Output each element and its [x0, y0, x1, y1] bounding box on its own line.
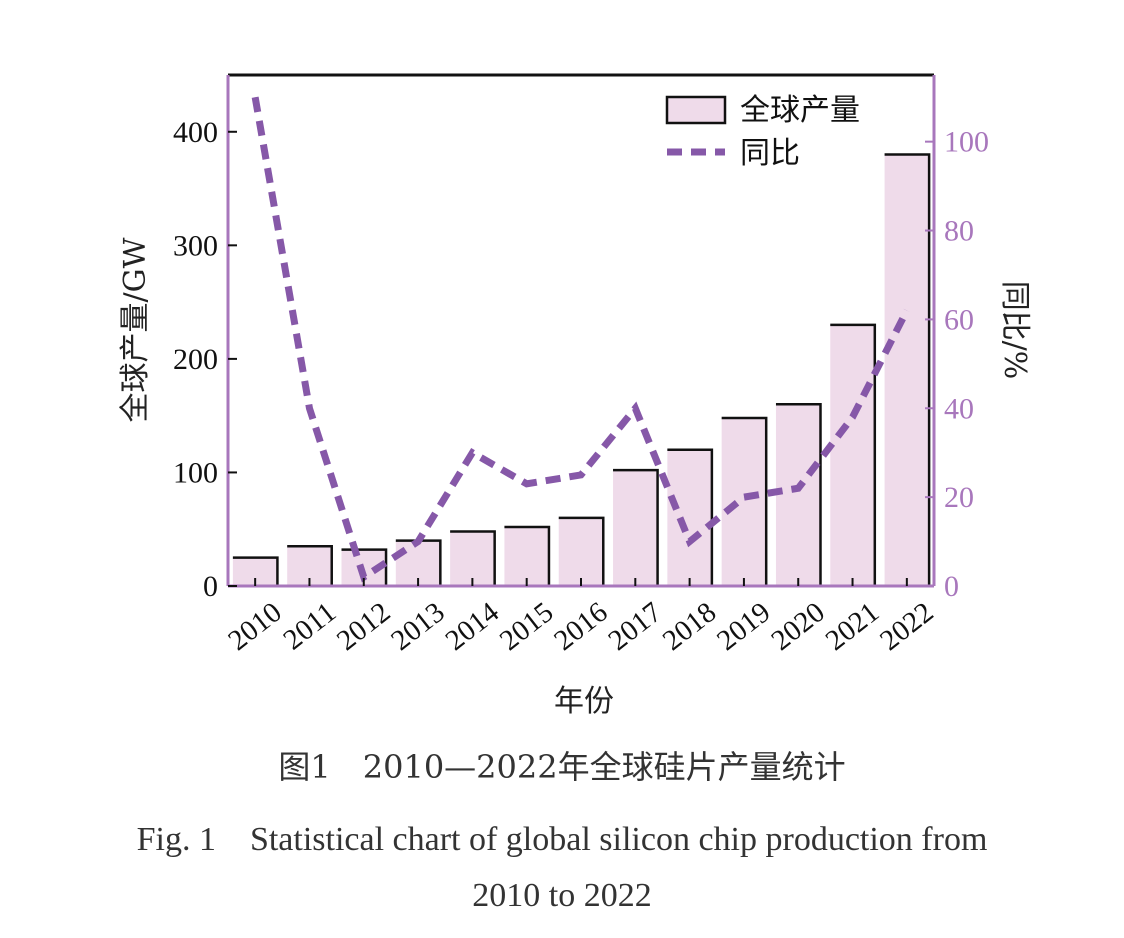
y-tick-label-100: 100 [173, 456, 218, 489]
y2-tick-label-40: 40 [944, 392, 974, 425]
x-tick-label-2021: 2021 [820, 596, 885, 657]
legend: 全球产量 同比 [665, 93, 860, 171]
y2-axis-title: 同比/% [997, 281, 1032, 380]
y2-tick-label-60: 60 [944, 303, 974, 336]
bar-2018 [667, 448, 714, 586]
bar-edge-2019 [721, 416, 768, 586]
legend-bar-label: 全球产量 [740, 93, 860, 128]
x-tick-label-2017: 2017 [603, 596, 668, 657]
bar-fill-2016 [558, 517, 604, 586]
y2-tick-label-0: 0 [944, 570, 959, 603]
bar-edge-2018 [667, 448, 714, 586]
bars-layer [232, 153, 931, 586]
bar-fill-2018 [667, 449, 712, 586]
bar-2021 [830, 323, 877, 586]
y2-tick-label-20: 20 [944, 481, 974, 514]
figure-caption-cn: 图1 2010—2022年全球硅片产量统计 [278, 748, 846, 786]
bar-edge-2014 [450, 530, 496, 586]
x-tick-label-2016: 2016 [548, 596, 613, 657]
bar-edge-2020 [775, 403, 822, 586]
x-tick-label-2012: 2012 [331, 596, 396, 657]
y-axis-title: 全球产量/GW [118, 237, 153, 422]
bar-fill-2021 [830, 324, 875, 586]
bar-fill-2014 [450, 531, 495, 586]
x-tick-label-2022: 2022 [874, 596, 939, 657]
bar-edge-2022 [884, 153, 931, 586]
x-axis-title: 年份 [554, 684, 614, 719]
x-tick-label-2020: 2020 [765, 596, 830, 657]
bar-fill-2015 [504, 526, 549, 586]
bar-2015 [504, 525, 551, 586]
bar-2014 [450, 530, 496, 586]
bar-edge-2017 [613, 468, 659, 586]
bar-fill-2017 [613, 470, 658, 586]
bar-edge-2013 [395, 539, 442, 586]
legend-line-label: 同比 [740, 136, 800, 171]
bar-2019 [721, 416, 768, 586]
bar-2022 [884, 153, 931, 586]
x-tick-label-2018: 2018 [657, 596, 722, 657]
bar-fill-2022 [884, 154, 930, 586]
y2-tick-label-100: 100 [944, 126, 989, 159]
bar-edge-2015 [504, 525, 551, 586]
line-layer [251, 96, 910, 583]
bar-2017 [613, 468, 659, 586]
bar-edge-2021 [830, 323, 877, 586]
bar-fill-2020 [775, 404, 821, 586]
x-tick-label-2014: 2014 [440, 596, 506, 657]
figure-caption-en: Fig. 1 Statistical chart of global silic… [0, 812, 1124, 924]
bar-fill-2019 [721, 417, 767, 586]
chart: 0100200300400020406080100201020112012201… [118, 73, 1032, 719]
x-tick-label-2013: 2013 [385, 596, 450, 657]
y-tick-label-400: 400 [173, 116, 218, 149]
legend-bar-swatch [665, 95, 727, 125]
x-tick-label-2015: 2015 [494, 596, 559, 657]
bar-edge-2016 [558, 516, 605, 586]
caption-en-line-1: Fig. 1 Statistical chart of global silic… [136, 821, 988, 858]
caption-en-line-2: 2010 to 2022 [472, 877, 652, 914]
x-tick-label-2011: 2011 [278, 596, 343, 656]
bar-2020 [775, 403, 822, 586]
x-tick-label-2019: 2019 [711, 596, 776, 657]
bar-2016 [558, 516, 605, 586]
y-tick-label-300: 300 [173, 229, 218, 262]
x-tick-label-2010: 2010 [222, 596, 287, 657]
y-tick-label-200: 200 [173, 343, 218, 376]
bar-edge-2010 [232, 556, 279, 586]
y-tick-label-0: 0 [203, 570, 218, 603]
y2-tick-label-80: 80 [944, 215, 974, 248]
bar-edge-2011 [287, 545, 333, 586]
axes-layer [226, 73, 936, 588]
